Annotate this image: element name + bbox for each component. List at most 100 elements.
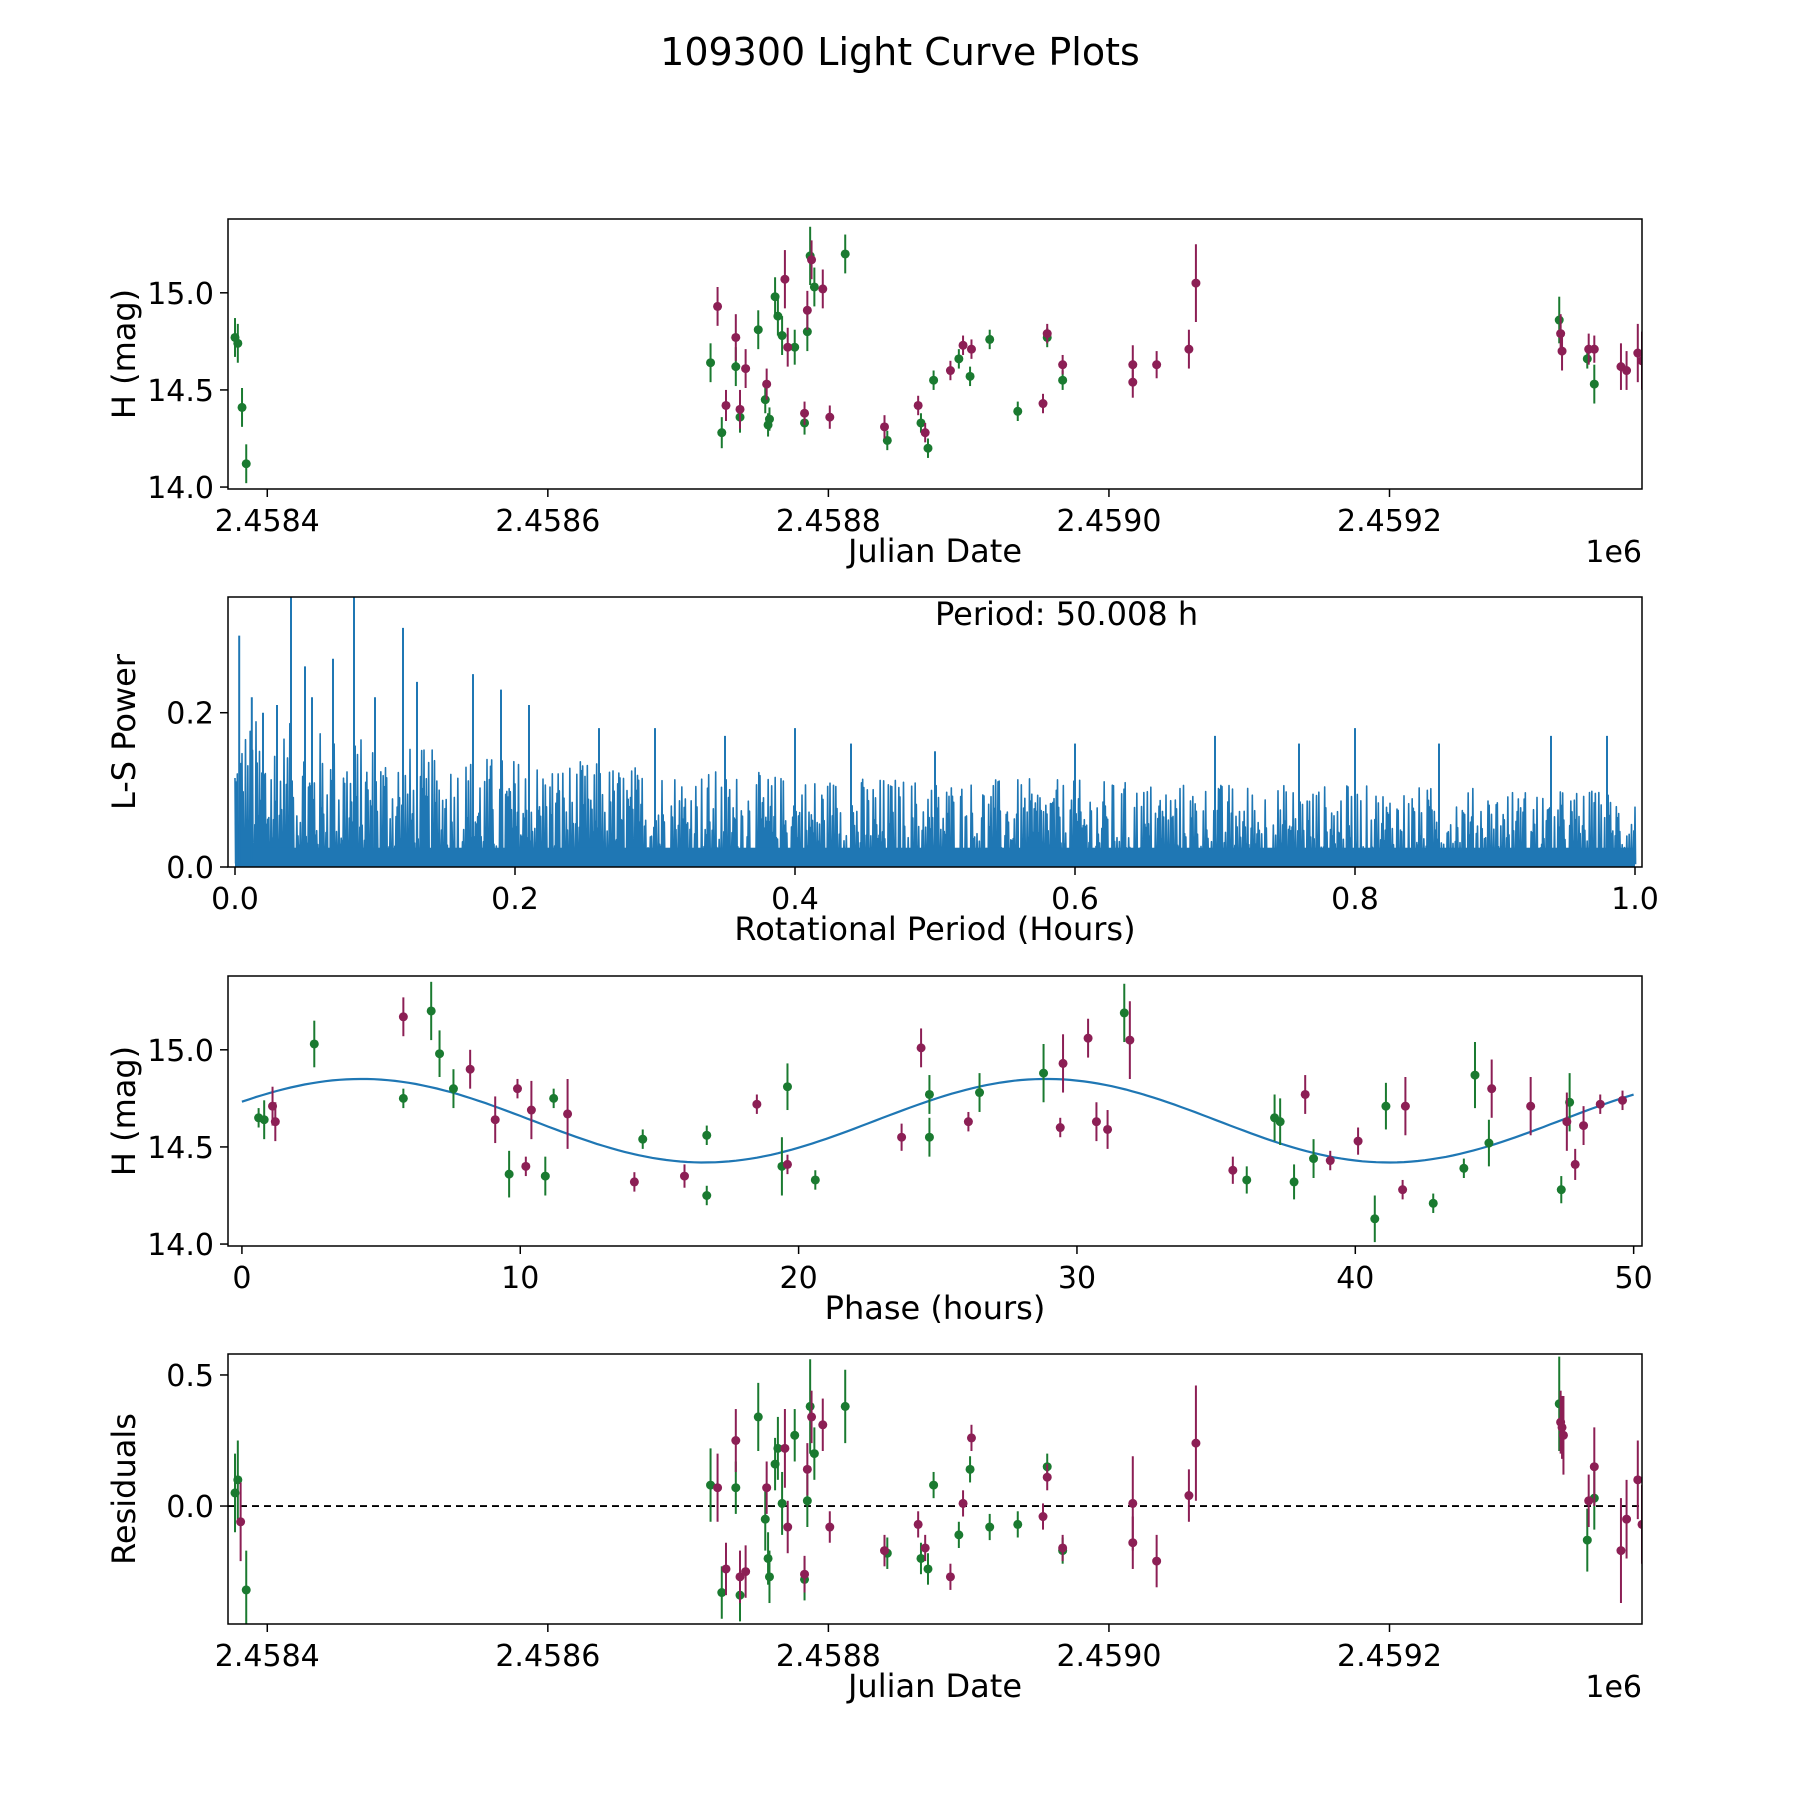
data-point <box>790 1430 800 1440</box>
data-point <box>731 362 741 372</box>
y-axis-label: H (mag) <box>105 289 143 419</box>
x-tick-label: 2.4588 <box>776 504 881 539</box>
data-point <box>773 1443 783 1453</box>
data-point <box>1058 1058 1068 1068</box>
x-tick-label: 0.6 <box>1051 882 1099 917</box>
y-tick-label: 0.2 <box>166 697 214 732</box>
data-point <box>309 1039 319 1049</box>
y-tick-label: 15.0 <box>147 277 214 312</box>
data-point <box>764 414 774 424</box>
x-axis-label: Julian Date <box>846 1667 1022 1705</box>
axes-frame <box>227 596 1643 868</box>
data-point <box>721 400 731 410</box>
data-point <box>825 412 835 422</box>
data-point <box>1038 399 1048 409</box>
data-point <box>741 1567 751 1577</box>
data-point <box>783 342 793 352</box>
data-point <box>753 325 763 335</box>
data-point <box>706 358 716 368</box>
data-point <box>802 1496 812 1506</box>
data-point <box>435 1049 445 1059</box>
data-point <box>1152 1556 1162 1566</box>
data-point <box>818 1420 828 1430</box>
data-point <box>1470 1070 1480 1080</box>
data-point <box>735 404 745 414</box>
data-point <box>1589 1462 1599 1472</box>
data-point <box>713 301 723 311</box>
axes-frame <box>227 218 1643 490</box>
data-point <box>985 1522 995 1532</box>
y-tick-label: 0.0 <box>166 1490 214 1525</box>
data-point <box>840 249 850 259</box>
data-point <box>1633 1475 1642 1485</box>
data-point <box>880 1546 889 1556</box>
data-point <box>702 1130 712 1140</box>
data-point <box>1398 1185 1408 1195</box>
data-point <box>1325 1156 1335 1166</box>
data-point <box>923 1564 933 1574</box>
data-point <box>1242 1175 1252 1185</box>
data-point <box>1309 1154 1319 1164</box>
data-point <box>945 1572 955 1582</box>
data-point <box>1191 278 1201 288</box>
data-point <box>802 305 812 315</box>
data-point <box>916 1043 926 1053</box>
data-point <box>1381 1101 1391 1111</box>
data-point <box>1484 1138 1494 1148</box>
data-point <box>1618 1095 1628 1105</box>
data-point <box>800 1569 810 1579</box>
data-point <box>721 1564 731 1574</box>
y-tick-label: 14.0 <box>147 1228 214 1263</box>
data-point <box>1637 356 1642 366</box>
data-point <box>1289 1177 1299 1187</box>
x-axis-label: Julian Date <box>846 532 1022 570</box>
data-point <box>1058 1543 1068 1553</box>
data-point <box>1589 379 1599 389</box>
data-point <box>702 1190 712 1200</box>
series-green <box>254 981 1575 1243</box>
data-point <box>763 1553 773 1563</box>
data-point <box>549 1093 559 1103</box>
data-point <box>241 459 251 469</box>
data-point <box>840 1401 850 1411</box>
data-point <box>1595 1099 1605 1109</box>
data-point <box>1637 1519 1642 1529</box>
plot-area-residuals <box>228 1356 1642 1624</box>
data-point <box>963 1117 973 1127</box>
data-point <box>241 1585 251 1595</box>
y-tick-label: 14.5 <box>147 1131 214 1166</box>
data-point <box>929 375 939 385</box>
data-point <box>731 1483 741 1493</box>
data-point <box>706 1480 716 1490</box>
data-point <box>426 1006 436 1016</box>
data-point <box>1556 329 1566 339</box>
period-annotation: Period: 50.008 h <box>935 595 1198 633</box>
x-tick-label: 50 <box>1615 1261 1653 1296</box>
y-axis-label: L-S Power <box>105 653 143 810</box>
data-point <box>679 1171 689 1181</box>
series-maroon <box>713 240 1642 443</box>
data-point <box>773 311 783 321</box>
data-point <box>1128 1498 1138 1508</box>
plot-area-phase-folded <box>241 981 1634 1243</box>
data-point <box>1300 1089 1310 1099</box>
data-point <box>1556 1185 1566 1195</box>
data-point <box>1119 1008 1129 1018</box>
data-point <box>1616 1546 1626 1556</box>
data-point <box>985 334 995 344</box>
data-point <box>809 1449 819 1459</box>
x-axis-label: Rotational Period (Hours) <box>734 910 1135 948</box>
data-point <box>1554 315 1564 325</box>
data-point <box>1039 1068 1049 1078</box>
data-point <box>920 1543 930 1553</box>
x-tick-label: 0.2 <box>491 882 539 917</box>
data-point <box>1487 1084 1497 1094</box>
x-tick-label: 1.0 <box>1611 882 1659 917</box>
axes-frame <box>227 975 1643 1247</box>
x-tick-label: 0.4 <box>771 882 819 917</box>
data-point <box>236 1517 246 1527</box>
x-tick-label: 10 <box>501 1261 539 1296</box>
panel-light-curve: 2.4584 2.4586 2.4588 2.4590 2.4592 14.0 14.5 15… <box>105 218 1643 570</box>
data-point <box>731 1436 741 1446</box>
data-point <box>913 400 923 410</box>
